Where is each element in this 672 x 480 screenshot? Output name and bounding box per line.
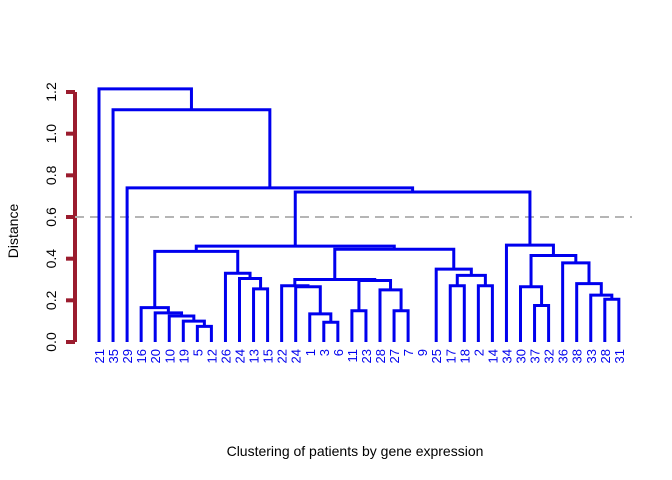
y-tick-label: 0.0 [43,332,59,352]
leaf-label: 22 [275,349,290,363]
y-axis: 0.0 0.2 0.4 0.6 0.8 1.0 1.2 [43,82,77,352]
dendrogram-branch [392,309,410,342]
dendrogram-branch [333,247,456,280]
leaf-label: 9 [415,349,430,356]
dendrogram-branch [350,309,368,342]
y-tick-label: 0.8 [43,165,59,185]
leaf-label: 13 [247,349,262,363]
leaf-label: 33 [584,349,599,363]
leaf-label: 35 [106,349,121,363]
leaf-label: 26 [218,349,233,363]
dendrogram-branch [455,273,487,286]
leaf-label: 32 [542,349,557,363]
leaf-label: 2 [471,349,486,356]
leaf-label: 21 [92,349,107,363]
leaf-label: 37 [528,349,543,363]
dendrogram-branch [448,284,466,342]
leaf-label: 17 [443,349,458,363]
leaf-label: 38 [570,349,585,363]
leaf-label: 15 [261,349,276,363]
dendrogram-branch [603,297,621,342]
leaf-label: 24 [233,349,248,363]
leaf-label: 27 [387,349,402,363]
leaf-label: 18 [457,349,472,363]
dendrogram-branch [252,287,270,342]
y-tick-label: 1.0 [43,124,59,144]
dendrogram-branch [181,319,206,342]
dendrogram-branch [194,244,396,252]
leaf-label: 19 [176,349,191,363]
leaf-label: 1 [303,349,318,356]
leaf-label: 28 [598,349,613,363]
y-tick-label: 0.6 [43,207,59,227]
y-axis-label: Distance [5,204,21,259]
leaf-label: 16 [134,349,149,363]
dendrogram-branch [97,87,193,342]
dendrogram-branch [308,312,333,342]
dendrogram-branch [293,190,532,247]
leaf-label: 23 [359,349,374,363]
y-tick-label: 0.4 [43,249,59,269]
leaf-label: 6 [331,349,346,356]
leaf-label: 28 [373,349,388,363]
leaf-label: 25 [429,349,444,363]
dendrogram-branch [111,108,272,342]
dendrogram-branch [434,267,473,342]
x-axis-label: Clustering of patients by gene expressio… [227,443,484,459]
leaf-label: 14 [485,349,500,363]
leaf-label: 7 [401,349,416,356]
dendrogram-branch [529,254,578,287]
leaf-label: 20 [148,349,163,363]
dendrogram-branch [575,282,603,342]
dendrogram-branch [294,285,322,342]
dendrogram-branch [223,271,252,342]
dendrogram-branch [476,284,494,342]
leaf-label: 24 [289,349,304,363]
y-tick-label: 1.2 [43,82,59,102]
dendrogram-branch [195,324,213,342]
y-tick-label: 0.2 [43,290,59,310]
leaf-label: 30 [514,349,529,363]
leaf-label: 34 [499,349,514,363]
dendrogram-branches [97,87,621,342]
dendrogram-branch [357,279,393,311]
dendrogram-branch [589,293,614,342]
leaf-label: 11 [345,349,360,363]
leaf-labels: 21 35 29 16 20 10 19 5 12 26 24 13 15 22 24 1 3 6 11 23 28 27… [92,349,627,363]
leaf-label: 10 [162,349,177,363]
dendrogram-branch [519,285,544,342]
leaf-label: 3 [317,349,332,356]
leaf-label: 31 [612,349,627,363]
leaf-label: 5 [190,349,205,356]
dendrogram-branch [378,288,403,342]
leaf-label: 36 [556,349,571,363]
leaf-label: 12 [204,349,219,363]
leaf-label: 29 [120,349,135,363]
dendrogram-branch [533,304,551,342]
dendrogram-branch [322,320,340,342]
